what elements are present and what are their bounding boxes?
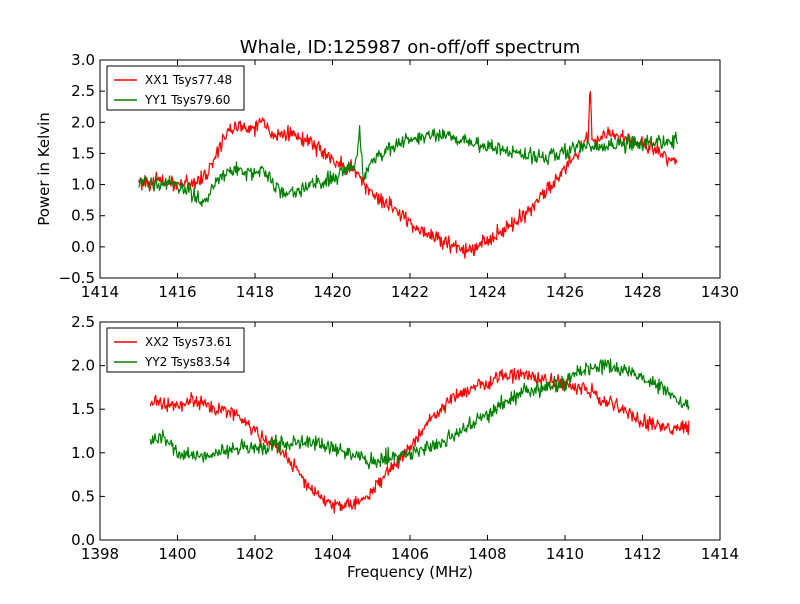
y-tick-label: 2.5: [71, 313, 95, 331]
x-tick-label: 1410: [546, 545, 584, 563]
x-tick-label: 1428: [623, 283, 661, 301]
y-tick-label: 2.0: [71, 113, 95, 131]
y-tick-label: 1.5: [71, 400, 95, 418]
series-line-xx1: [138, 90, 678, 259]
series-line-yy2: [149, 358, 690, 470]
x-tick-label: 1414: [701, 545, 739, 563]
x-tick-label: 1398: [81, 545, 119, 563]
legend-box: [106, 327, 245, 373]
y-tick-label: 0.5: [71, 487, 95, 505]
x-tick-label: 1424: [468, 283, 506, 301]
legend-label-yy1: YY1 Tsys79.60: [144, 93, 230, 107]
y-tick-label: 1.5: [71, 144, 95, 162]
y-tick-label: 0.0: [71, 238, 95, 256]
x-tick-label: 1404: [313, 545, 351, 563]
y-tick-label: −0.5: [59, 269, 95, 287]
y-tick-label: 2.5: [71, 82, 95, 100]
x-tick-label: 1406: [391, 545, 429, 563]
x-tick-label: 1420: [313, 283, 351, 301]
legend: XX2 Tsys73.61 YY2 Tsys83.54: [106, 327, 245, 373]
legend-label-xx2: XX2 Tsys73.61: [145, 335, 232, 349]
x-tick-label: 1400: [158, 545, 196, 563]
legend-box: [106, 65, 245, 111]
figure-xlabel: Frequency (MHz): [347, 563, 473, 581]
legend-label-yy2: YY2 Tsys83.54: [144, 355, 230, 369]
y-tick-label: 2.0: [71, 357, 95, 375]
x-tick-label: 1402: [236, 545, 274, 563]
x-tick-label: 1418: [236, 283, 274, 301]
figure-title: Whale, ID:125987 on-off/off spectrum: [240, 37, 580, 58]
y-tick-label: 3.0: [71, 51, 95, 69]
legend: XX1 Tsys77.48 YY1 Tsys79.60: [106, 65, 245, 111]
plot-panel-2: 1398 1400 1402 1404 1406 1408 1410 1412 1414 0.0 0…: [71, 313, 739, 563]
x-tick-label: 1408: [468, 545, 506, 563]
x-tick-label: 1414: [81, 283, 119, 301]
plot-panel-1: 1414 1416 1418 1420 1422 1424 1426 1428 1430 −0.5…: [35, 51, 739, 301]
y-axis-label: Power in Kelvin: [35, 112, 53, 226]
x-tick-label: 1426: [546, 283, 584, 301]
x-tick-label: 1422: [391, 283, 429, 301]
series-line-yy1: [138, 124, 678, 207]
x-tick-label: 1430: [701, 283, 739, 301]
x-tick-label: 1416: [158, 283, 196, 301]
y-tick-label: 1.0: [71, 176, 95, 194]
y-tick-label: 1.0: [71, 444, 95, 462]
y-tick-label: 0.5: [71, 207, 95, 225]
y-tick-label: 0.0: [71, 531, 95, 549]
x-tick-label: 1412: [623, 545, 661, 563]
legend-label-xx1: XX1 Tsys77.48: [145, 73, 232, 87]
series-line-xx2: [149, 368, 690, 514]
